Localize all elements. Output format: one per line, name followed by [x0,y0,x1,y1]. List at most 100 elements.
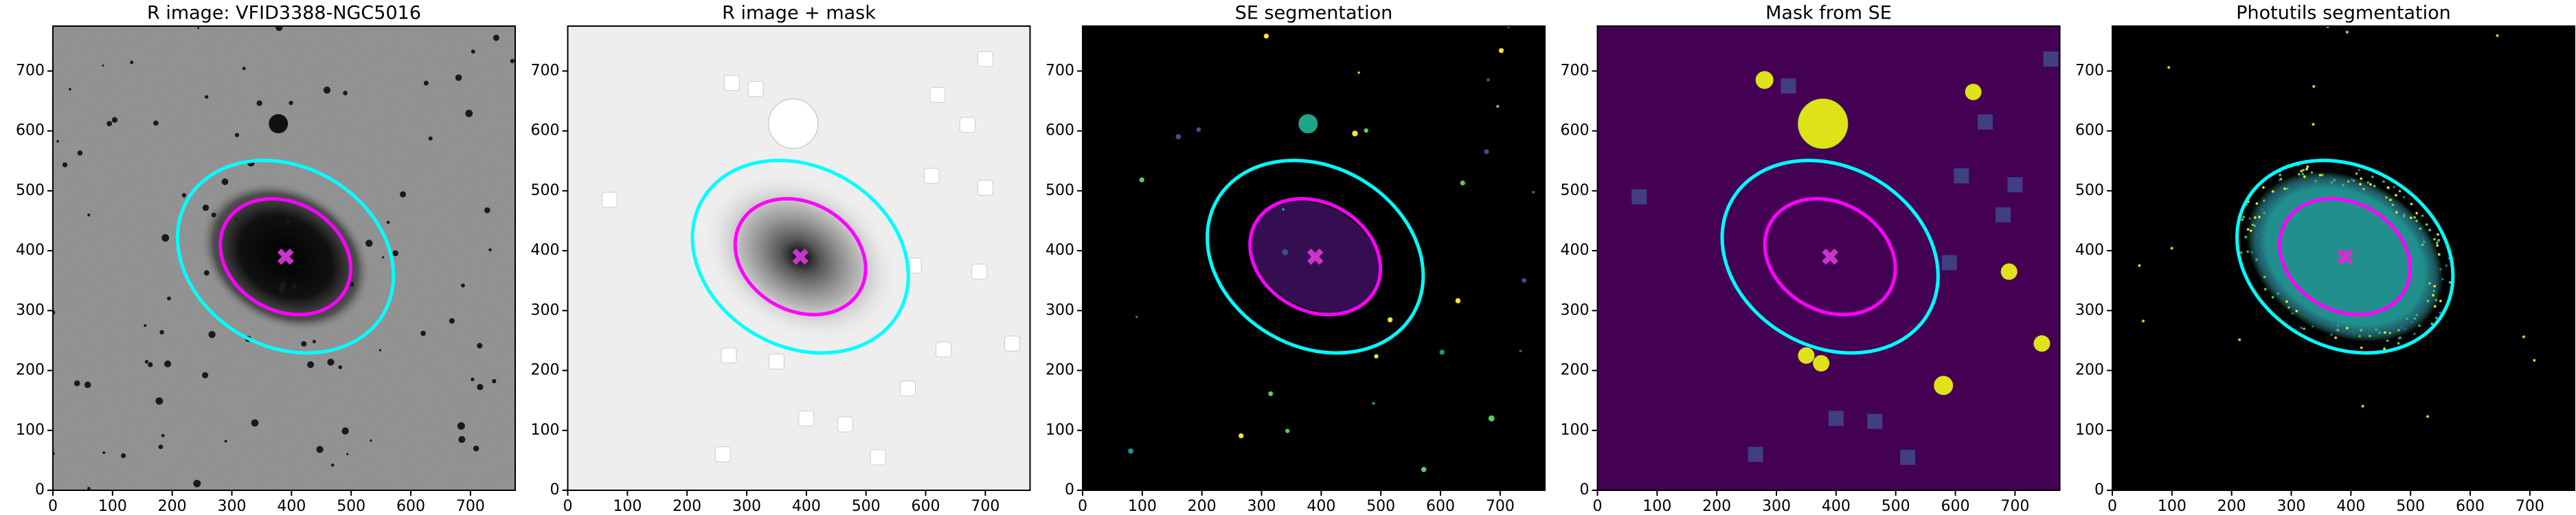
segment-speck [2310,171,2314,174]
y-tick-label: 300 [2075,301,2104,319]
star [62,162,68,168]
segment-speck [2415,313,2418,317]
y-tick-label: 600 [1046,122,1074,139]
x-tick-label: 0 [2108,498,2117,515]
star [386,220,390,225]
star [286,220,290,224]
star [221,178,229,185]
segment [1285,428,1290,433]
star [420,330,426,336]
y-tick-label: 600 [531,122,560,139]
star [289,100,293,106]
aperture-ellipse [733,196,868,317]
star [155,397,163,405]
y-tick-label: 600 [2075,122,2104,139]
segment [2496,34,2499,37]
segment-speck [2301,172,2305,176]
mask-blob [1813,355,1830,372]
x-tick-label: 700 [2516,498,2544,515]
mask-box [2007,177,2023,193]
segment [1484,149,1489,154]
x-tick-label: 0 [48,498,58,515]
segment-speck [2241,218,2244,221]
mask-hole [601,192,618,208]
segment-speck [2418,324,2421,328]
star [346,453,349,455]
segment-speck [2352,179,2355,183]
x-tick-label: 100 [613,498,642,515]
star [280,282,286,288]
segment [1128,448,1133,454]
segment-speck [2305,168,2309,170]
segment [2167,66,2171,69]
segment [2522,335,2525,339]
mask-hole [959,117,975,133]
mask-hole [929,87,946,103]
segment-speck [2437,238,2441,242]
y-tick-label: 0 [2094,481,2104,499]
segment [1455,298,1461,304]
segment [2138,264,2141,267]
segment-speck [2419,227,2422,230]
star [492,378,497,384]
segment-speck [2276,292,2279,295]
star [457,422,465,430]
x-tick-label: 100 [2158,498,2187,515]
segment-speck [2437,233,2439,236]
x-tick-label: 600 [1941,498,1970,515]
star [449,318,455,324]
star [87,213,91,217]
mask-box [1941,255,1957,271]
y-tick-label: 700 [16,62,45,79]
segment-speck [2311,325,2314,328]
aperture-ellipse [1206,159,1425,355]
x-tick-label: 700 [971,498,999,515]
y-tick-label: 700 [1046,62,1074,79]
x-tick-label: 300 [732,498,761,515]
x-tick-label: 200 [1188,498,1217,515]
y-tick-label: 600 [16,122,45,139]
segment-speck [2271,296,2274,299]
star [269,114,289,134]
panel: 0 100 200 300 400 500 600 700 0 100 200 300 400 500 60… [1046,3,1546,515]
segment-speck [2347,180,2350,183]
star [291,284,297,290]
segment-speck [2377,196,2380,199]
star [121,453,126,459]
star [251,419,259,427]
segment-speck [2355,172,2358,175]
x-tick-label: 400 [1307,498,1335,515]
segment-speck [2432,294,2434,297]
segment [1282,249,1289,255]
y-tick-label: 400 [531,242,560,259]
x-tick-label: 200 [1702,498,1731,515]
y-tick-label: 300 [1046,301,1074,319]
x-tick-label: 400 [792,498,821,515]
segment-speck [2279,179,2281,182]
star [193,479,201,488]
segment-speck [2399,336,2402,339]
segment-speck [2262,186,2265,189]
segment [1139,177,1144,183]
y-tick-label: 700 [1561,62,1590,79]
segment-speck [2360,329,2362,332]
segment-speck [2413,216,2416,219]
segment-speck [2300,326,2303,330]
y-tick-label: 0 [1580,481,1590,499]
star [144,324,147,328]
segment-speck [2291,312,2294,315]
mask-hole [977,180,993,196]
x-tick-label: 200 [158,498,187,515]
star [365,240,373,247]
x-tick-label: 400 [2336,498,2365,515]
segment-speck [2314,180,2318,183]
segment [1498,48,1504,54]
aperture-ellipse [2235,159,2455,355]
segment-speck [2283,187,2286,190]
segment-speck [2369,334,2371,338]
star [400,191,407,198]
star [370,439,372,442]
segment [1460,180,1465,186]
panel: 0 100 200 300 400 500 600 700 0 100 200 300 400 500 60… [16,3,516,515]
